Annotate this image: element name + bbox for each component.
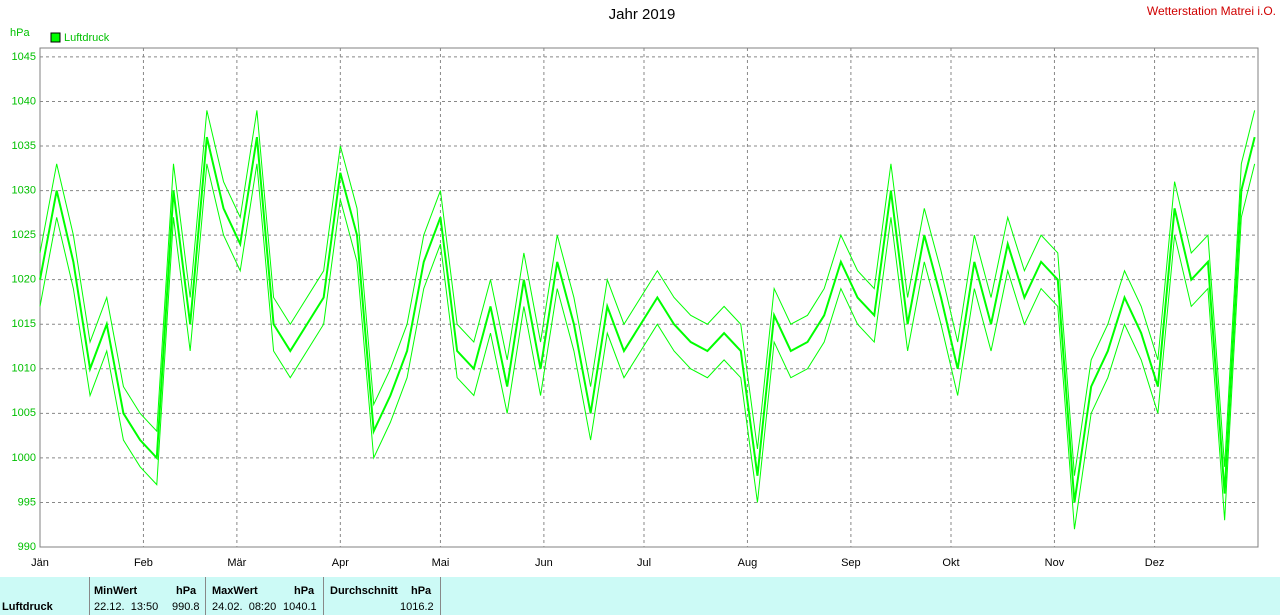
y-tick-label: 1040 — [12, 95, 36, 107]
y-unit: hPa — [10, 27, 30, 39]
x-tick-label: Apr — [332, 557, 349, 569]
y-tick-label: 1020 — [12, 274, 36, 286]
y-tick-label: 1030 — [12, 184, 36, 196]
series-line — [39, 163, 1256, 530]
y-tick-label: 995 — [18, 496, 36, 508]
x-tick-label: Mär — [227, 557, 246, 569]
max-time: 24.02. 08:20 — [212, 601, 277, 613]
x-tick-label: Nov — [1045, 557, 1065, 569]
x-tick-label: Feb — [134, 557, 153, 569]
min-time: 22.12. 13:50 — [94, 601, 159, 613]
min-unit: hPa — [176, 585, 197, 597]
series-line — [39, 136, 1256, 503]
x-tick-label: Aug — [738, 557, 758, 569]
x-tick-label: Mai — [432, 557, 450, 569]
y-tick-label: 1035 — [12, 140, 36, 152]
series-line — [39, 110, 1256, 476]
y-tick-label: 990 — [18, 541, 36, 553]
chart-title: Jahr 2019 — [609, 6, 676, 23]
x-tick-label: Okt — [942, 557, 959, 569]
avg-value: 1016.2 — [400, 601, 434, 613]
legend-swatch — [50, 32, 61, 43]
avg-label: Durchschnitt — [330, 585, 398, 597]
max-value: 1040.1 — [283, 601, 317, 613]
stats-name: Luftdruck — [2, 601, 53, 613]
y-tick-label: 1005 — [12, 407, 36, 419]
avg-unit: hPa — [411, 585, 432, 597]
y-tick-label: 1015 — [12, 318, 36, 330]
x-tick-label: Jun — [535, 557, 553, 569]
max-unit: hPa — [294, 585, 315, 597]
x-tick-label: Jän — [31, 557, 49, 569]
x-tick-label: Dez — [1145, 557, 1165, 569]
station: Wetterstation Matrei i.O. — [1147, 4, 1276, 18]
y-tick-label: 1045 — [12, 51, 36, 63]
x-tick-label: Sep — [841, 557, 861, 569]
legend-label: Luftdruck — [64, 32, 110, 44]
chart: Jahr 2019 Wetterstation Matrei i.O. hPa … — [10, 4, 1276, 569]
min-value: 990.8 — [172, 601, 200, 613]
y-tick-label: 1000 — [12, 452, 36, 464]
max-label: MaxWert — [212, 585, 258, 597]
y-tick-label: 1025 — [12, 229, 36, 241]
stats-bar: Luftdruck MinWert hPa 22.12. 13:50 990.8… — [0, 577, 1280, 615]
plot-area — [39, 47, 1259, 548]
x-tick-label: Jul — [637, 557, 651, 569]
y-tick-label: 1010 — [12, 363, 36, 375]
min-label: MinWert — [94, 585, 138, 597]
